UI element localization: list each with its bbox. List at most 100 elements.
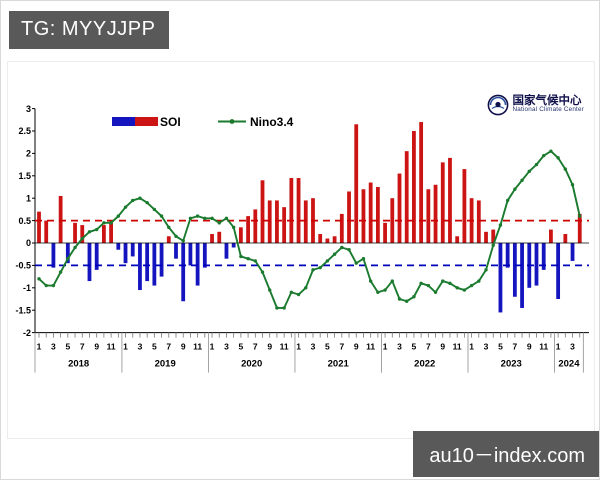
nino-marker — [563, 167, 568, 171]
soi-bar — [462, 169, 467, 243]
nino-marker — [246, 256, 250, 261]
x-axis-month-label: 1 — [296, 342, 301, 352]
nino-marker — [498, 223, 503, 227]
nino-marker — [318, 265, 322, 270]
nino-marker — [469, 283, 474, 288]
soi-bar — [65, 243, 70, 264]
nino-marker — [152, 207, 157, 212]
soi-bar — [58, 195, 63, 243]
x-axis-month-label: 9 — [440, 342, 445, 352]
y-axis-tick-label: 2 — [26, 149, 31, 159]
year-label: 2018 — [68, 359, 89, 370]
soi-bar — [188, 243, 193, 266]
soi-bar — [570, 243, 575, 261]
soi-bar — [224, 243, 229, 259]
nino-marker — [260, 270, 265, 274]
soi-bar — [354, 124, 359, 243]
nino-marker — [534, 162, 539, 167]
soi-bar — [404, 151, 409, 243]
soi-bar — [210, 234, 214, 243]
ncc-name-cn: 国家气候中心 — [512, 93, 582, 107]
nino-marker — [441, 279, 445, 283]
nino-marker — [188, 216, 193, 221]
soi-bar — [44, 220, 49, 243]
soi-bar — [484, 231, 488, 243]
soi-bar — [101, 225, 106, 243]
legend-nino-label: Nino3.4 — [250, 115, 294, 129]
soi-bar — [556, 243, 561, 299]
x-axis-month-label: 5 — [65, 342, 70, 352]
nino-marker — [109, 221, 113, 225]
nino-marker — [282, 306, 286, 310]
x-axis-month-label: 9 — [267, 342, 272, 352]
soi-bar — [498, 243, 503, 313]
nino-marker — [513, 187, 517, 191]
x-axis-month-label: 1 — [210, 342, 215, 352]
y-axis-tick-label: -0.5 — [15, 261, 31, 271]
nino-marker — [397, 297, 402, 301]
nino-marker — [268, 288, 272, 292]
nino-marker — [73, 245, 77, 250]
nino-marker — [527, 169, 531, 174]
nino-marker — [116, 214, 121, 218]
soi-bar — [181, 243, 186, 302]
soi-bar — [549, 229, 553, 243]
nino-marker — [87, 230, 92, 234]
y-axis-tick-label: 1.5 — [18, 171, 31, 181]
nino-marker — [390, 279, 394, 283]
soi-bar — [253, 209, 258, 243]
soi-bar — [73, 222, 77, 243]
soi-bar — [390, 198, 395, 243]
legend-nino-marker — [229, 119, 235, 124]
ncc-name-en: National Climate Center — [512, 106, 584, 114]
x-axis-month-label: 3 — [484, 342, 489, 352]
soi-bar — [347, 191, 351, 243]
x-axis-month-label: 1 — [383, 342, 388, 352]
y-axis-tick-label: 2.5 — [18, 126, 31, 136]
soi-bar — [282, 207, 287, 243]
nino-marker — [224, 216, 229, 221]
soi-bar — [361, 189, 366, 243]
soi-bar — [383, 222, 387, 243]
soi-bar — [505, 243, 510, 268]
year-label: 2023 — [501, 359, 522, 370]
nino-marker — [239, 254, 243, 259]
nino-marker — [66, 256, 70, 261]
nino-marker — [51, 283, 56, 288]
nino-marker — [556, 156, 560, 160]
x-axis-month-label: 9 — [354, 342, 359, 352]
y-axis-tick-label: 3 — [26, 104, 31, 114]
soi-bar — [166, 236, 171, 243]
nino-line — [38, 150, 581, 309]
soi-bar — [138, 243, 142, 291]
soi-bar — [130, 243, 135, 257]
soi-bar — [202, 243, 207, 268]
legend-soi-swatch-blue — [112, 117, 135, 126]
nino-marker — [289, 290, 294, 294]
nino-marker — [94, 227, 99, 232]
nino-marker — [217, 221, 221, 225]
tag-badge-label: TG: MYYJJPP — [21, 18, 156, 40]
nino-marker — [181, 239, 185, 243]
soi-bar — [37, 211, 41, 243]
soi-bar — [116, 243, 121, 250]
soi-bar — [541, 243, 546, 270]
nino-marker — [58, 270, 63, 274]
nino-marker — [412, 295, 416, 299]
nino-marker — [491, 243, 495, 247]
soi-bar — [332, 236, 337, 243]
x-axis-month-label: 5 — [325, 342, 330, 352]
nino-marker — [145, 200, 149, 205]
x-axis-month-label: 1 — [556, 342, 561, 352]
nino-marker — [347, 248, 351, 252]
x-axis-month-label: 3 — [397, 342, 402, 352]
x-axis-month-label: 1 — [37, 342, 42, 352]
nino-marker — [123, 205, 128, 209]
soi-bar — [94, 243, 99, 270]
x-axis-month-label: 9 — [94, 342, 99, 352]
soi-bar — [159, 243, 164, 277]
x-axis-month-label: 5 — [152, 342, 157, 352]
y-axis-tick-label: 0 — [26, 238, 31, 248]
